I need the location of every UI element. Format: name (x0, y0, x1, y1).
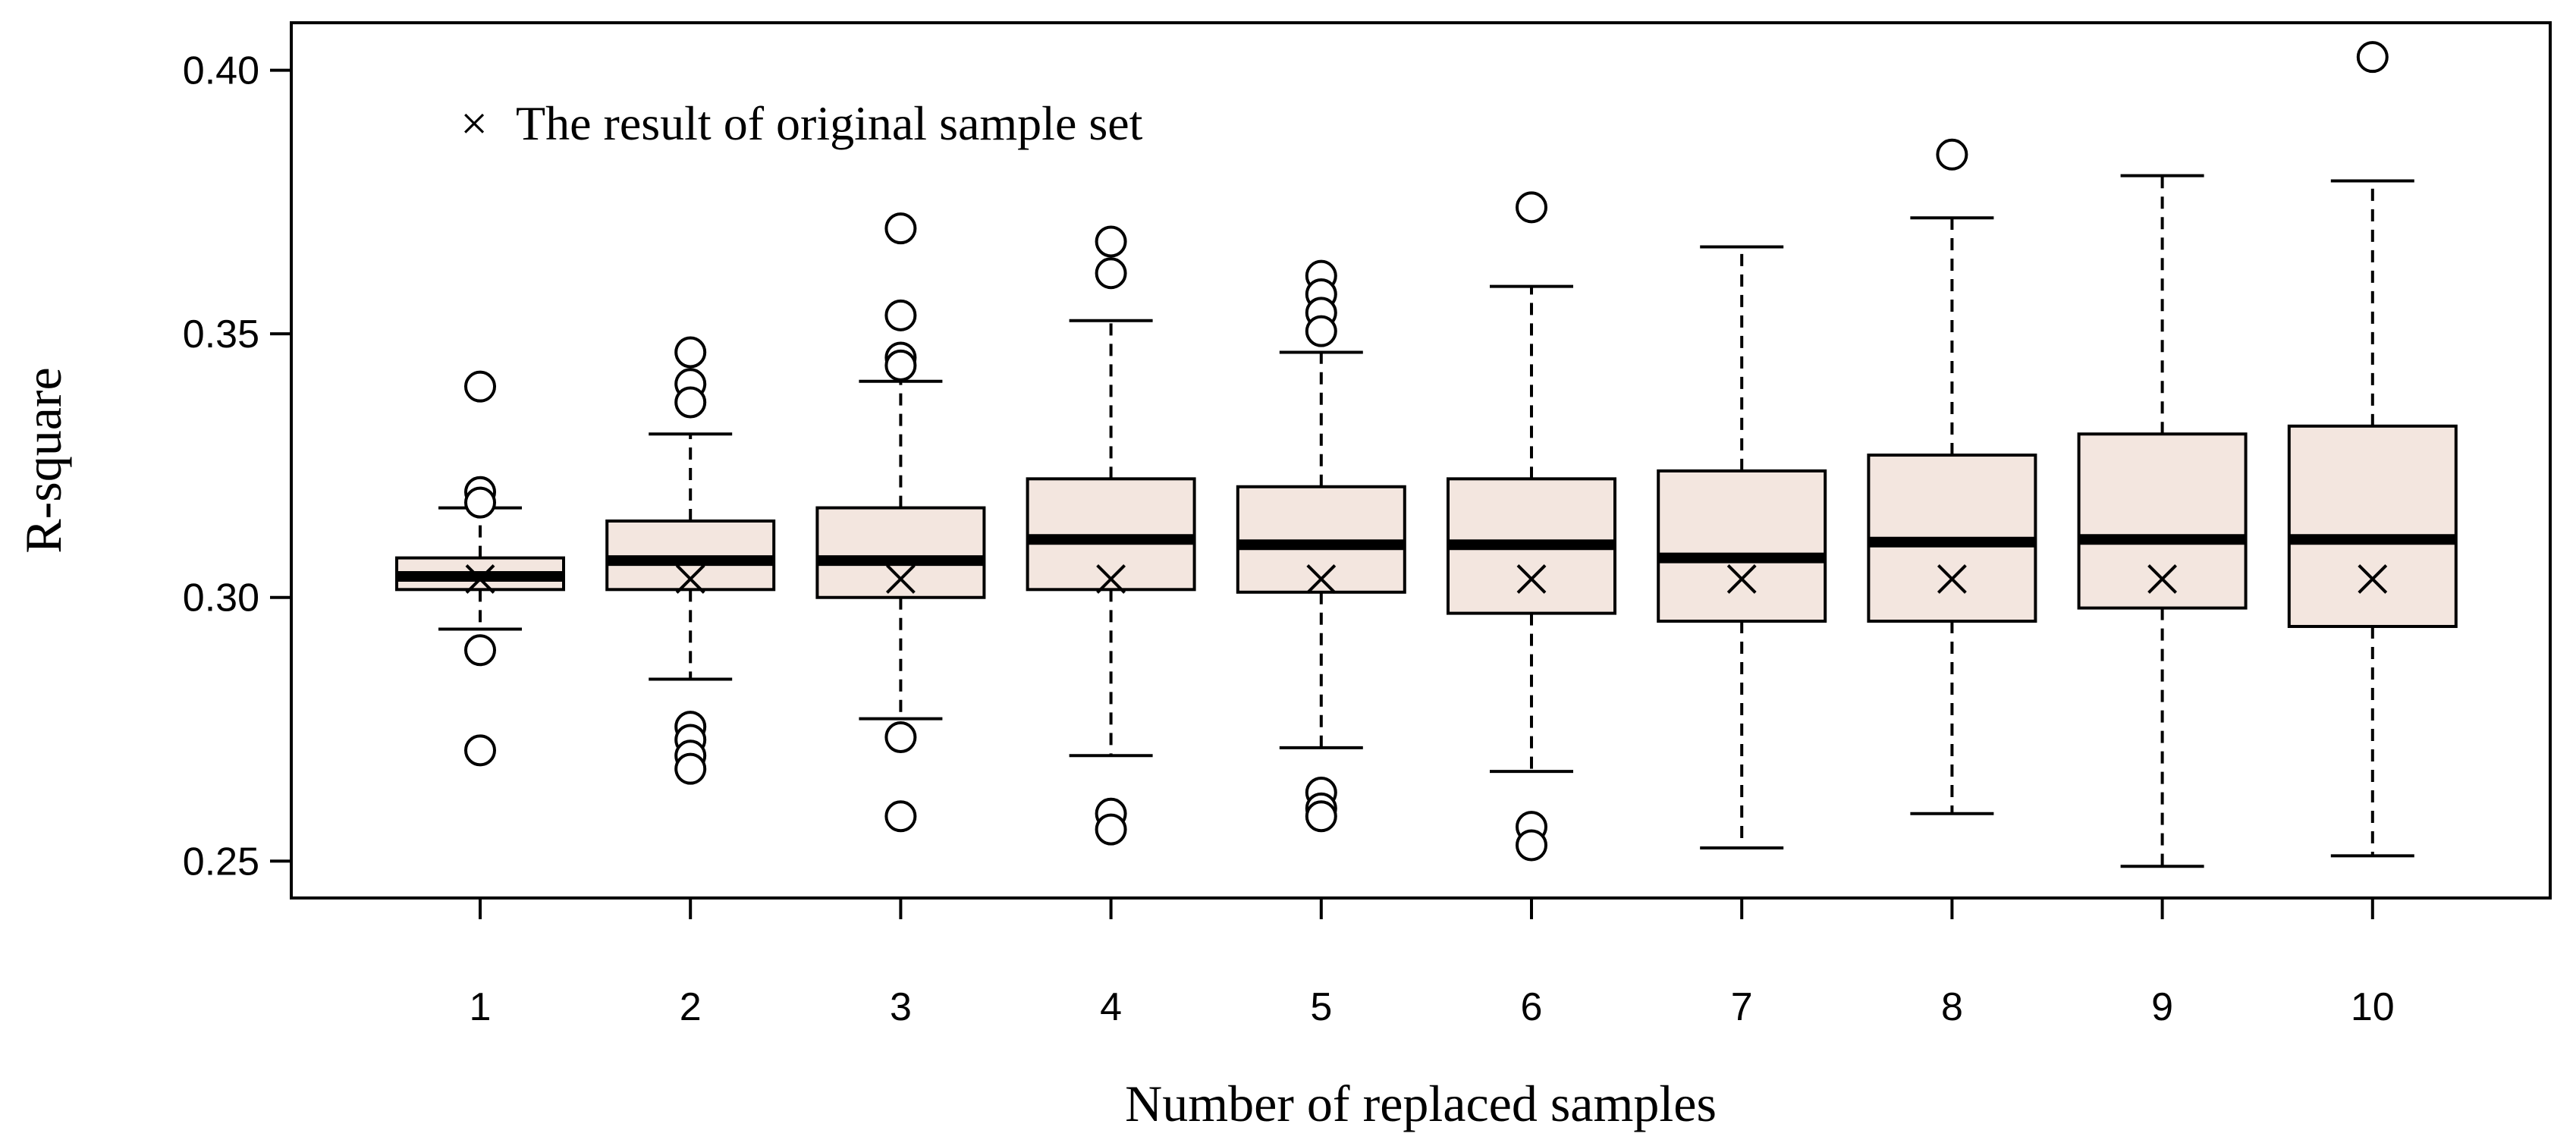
x-tick-label: 3 (890, 985, 912, 1029)
original-result-marker (465, 564, 495, 594)
outlier-point (884, 299, 917, 331)
legend-label: The result of original sample set (516, 96, 1143, 150)
y-axis: 0.25 0.30 0.35 0.40 (183, 49, 291, 884)
original-result-marker (1096, 564, 1126, 594)
outlier-point (1095, 813, 1127, 846)
box (1657, 469, 1827, 623)
box-group-3 (815, 212, 986, 833)
box-group-4 (1026, 225, 1196, 846)
outlier-point (1516, 829, 1547, 862)
box-group-2 (605, 336, 776, 785)
original-result-marker (1726, 564, 1757, 594)
outlier-point (1305, 315, 1337, 347)
outlier-point (1516, 191, 1547, 224)
original-result-marker (1306, 564, 1337, 594)
plot-frame (290, 21, 2552, 900)
box-group-5 (1236, 259, 1406, 833)
box-group-1 (395, 370, 565, 767)
outlier-point (674, 752, 707, 785)
outlier-point (464, 634, 496, 667)
y-tick-label: 0.35 (183, 312, 259, 356)
box (2077, 432, 2248, 610)
x-tick-label: 7 (1731, 985, 1753, 1029)
original-result-marker (2358, 564, 2388, 594)
outlier-point (884, 800, 917, 833)
x-axis-title: Number of replaced samples (1125, 1075, 1717, 1132)
outlier-point (464, 734, 496, 767)
legend-marker: × (460, 96, 488, 150)
box (2287, 424, 2458, 628)
outlier-point (1305, 800, 1337, 833)
y-axis-title: R-square (14, 367, 72, 553)
original-result-marker (1937, 564, 1967, 594)
outlier-point (884, 212, 917, 245)
x-tick-label: 9 (2151, 985, 2173, 1029)
outlier-point (884, 721, 917, 753)
y-tick-label: 0.30 (183, 576, 259, 620)
original-result-marker (2147, 564, 2178, 594)
x-axis: 1 2 3 4 5 6 7 8 9 10 (470, 898, 2395, 1029)
x-tick-label: 1 (470, 985, 492, 1029)
outlier-point (1095, 225, 1127, 258)
box-group-9 (2077, 174, 2248, 868)
x-tick-label: 5 (1310, 985, 1332, 1029)
box-series (395, 41, 2458, 868)
x-tick-label: 10 (2351, 985, 2395, 1029)
outlier-point (464, 486, 496, 519)
outlier-point (464, 370, 496, 403)
original-result-marker (1516, 564, 1547, 594)
outlier-point (674, 386, 707, 419)
original-result-marker (885, 564, 916, 594)
x-tick-label: 8 (1941, 985, 1963, 1029)
y-tick-label: 0.40 (183, 49, 259, 93)
outlier-point (2356, 41, 2389, 74)
box (815, 506, 986, 599)
original-result-marker (675, 564, 705, 594)
outlier-point (1095, 257, 1127, 290)
outlier-point (884, 349, 917, 381)
x-tick-label: 4 (1100, 985, 1122, 1029)
box-group-8 (1867, 138, 2037, 815)
y-tick-label: 0.25 (183, 840, 259, 884)
box-group-6 (1447, 191, 1616, 862)
x-tick-label: 6 (1521, 985, 1543, 1029)
box-group-7 (1657, 245, 1827, 849)
legend: × The result of original sample set (460, 96, 1143, 150)
outlier-point (674, 336, 707, 369)
x-tick-label: 2 (680, 985, 702, 1029)
box-group-10 (2287, 41, 2458, 858)
outlier-point (1936, 138, 1968, 171)
